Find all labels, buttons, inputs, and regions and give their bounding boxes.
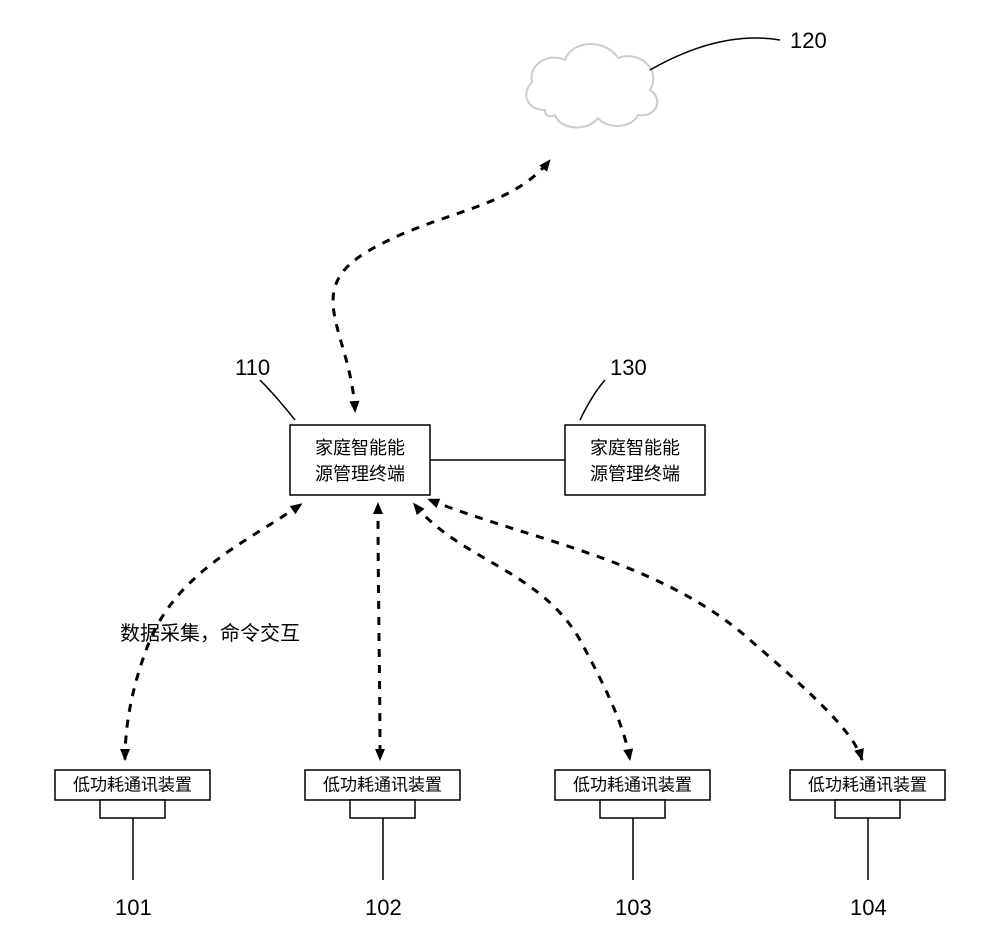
device-connector (350, 800, 415, 818)
device-ref: 101 (115, 895, 152, 920)
terminal-ref: 130 (610, 355, 647, 380)
cloud-icon (526, 44, 657, 127)
cloud-ref: 120 (790, 28, 827, 53)
terminal-label: 源管理终端 (315, 464, 405, 484)
terminal-label: 家庭智能能 (315, 438, 405, 458)
terminal-leader (580, 380, 605, 420)
cloud-leader (650, 38, 780, 70)
device-label: 低功耗通讯装置 (808, 775, 927, 794)
diagram-canvas: 120 家庭智能能源管理终端 110 家庭智能能源管理终端 130 数据采集，命令交互… (0, 0, 1000, 950)
terminal-ref: 110 (235, 355, 270, 380)
terminal-label: 源管理终端 (590, 464, 680, 484)
dev2-arrow (378, 505, 380, 760)
dev4-arrow (430, 500, 862, 760)
annotation-text: 数据采集，命令交互 (120, 622, 300, 645)
device-connector (600, 800, 665, 818)
device-label: 低功耗通讯装置 (323, 775, 442, 794)
terminal-leader (260, 380, 295, 420)
device-connector (835, 800, 900, 818)
terminal-label: 家庭智能能 (590, 438, 680, 458)
cloud-arrow (333, 160, 550, 410)
device-ref: 104 (850, 895, 887, 920)
device-label: 低功耗通讯装置 (573, 775, 692, 794)
terminal-box (565, 425, 705, 495)
terminal-box (290, 425, 430, 495)
device-connector (100, 800, 165, 818)
device-label: 低功耗通讯装置 (73, 775, 192, 794)
dev3-arrow (415, 505, 630, 760)
device-ref: 102 (365, 895, 402, 920)
device-ref: 103 (615, 895, 652, 920)
